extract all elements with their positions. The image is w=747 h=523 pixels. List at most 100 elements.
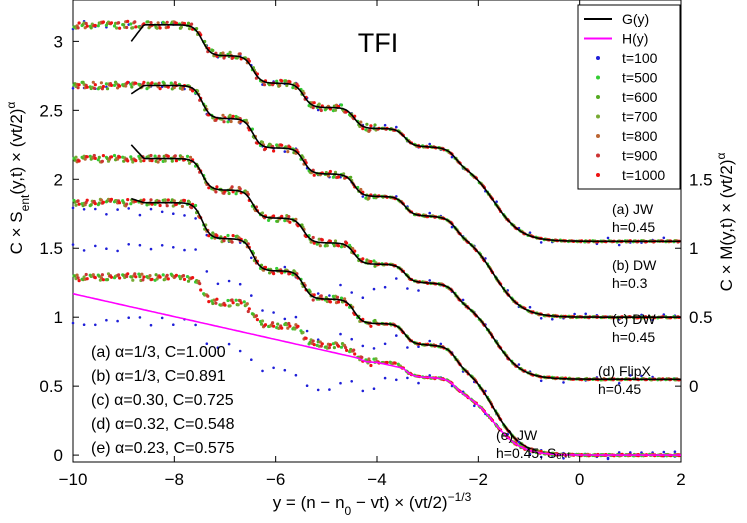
data-point bbox=[174, 21, 178, 25]
data-point bbox=[320, 238, 324, 242]
data-point bbox=[539, 379, 543, 383]
data-point bbox=[109, 21, 114, 25]
data-point bbox=[318, 244, 322, 248]
data-point bbox=[304, 336, 308, 340]
legend-label: t=600 bbox=[622, 89, 658, 105]
data-point bbox=[157, 154, 161, 158]
data-point bbox=[328, 239, 332, 243]
data-point bbox=[92, 153, 96, 158]
data-point bbox=[99, 276, 103, 280]
data-point bbox=[406, 287, 409, 290]
data-point bbox=[361, 389, 365, 393]
x-tick-label: 0 bbox=[575, 470, 584, 489]
y-tick-label-right: 0.5 bbox=[689, 308, 713, 327]
data-point bbox=[350, 291, 354, 294]
y-axis-label-right: C × M(y,t) × (vt/2)α bbox=[714, 153, 736, 292]
parameter-line: (d) α=0.32, C=0.548 bbox=[91, 416, 235, 433]
y-tick-label-right: 1.5 bbox=[689, 170, 713, 189]
data-point bbox=[369, 363, 373, 368]
legend-dot-swatch bbox=[596, 114, 600, 119]
data-point bbox=[383, 123, 387, 127]
data-point bbox=[216, 346, 220, 350]
data-point bbox=[573, 312, 576, 316]
data-point bbox=[97, 201, 101, 205]
data-point bbox=[316, 292, 320, 295]
data-point bbox=[345, 348, 349, 352]
data-point bbox=[260, 140, 265, 144]
data-point bbox=[141, 278, 145, 282]
data-point bbox=[319, 294, 323, 298]
data-point bbox=[312, 293, 316, 297]
data-point bbox=[76, 26, 80, 30]
legend-box bbox=[577, 4, 681, 190]
data-point bbox=[271, 321, 275, 325]
data-point bbox=[461, 298, 465, 302]
data-point bbox=[673, 450, 677, 454]
legend-dot-swatch bbox=[596, 95, 600, 99]
data-point bbox=[662, 450, 666, 454]
data-point bbox=[234, 192, 238, 196]
data-point bbox=[336, 244, 341, 248]
data-point bbox=[473, 404, 476, 408]
data-point bbox=[562, 381, 565, 384]
data-point bbox=[74, 155, 78, 159]
data-point bbox=[221, 113, 225, 117]
data-point bbox=[138, 316, 142, 319]
data-point bbox=[287, 215, 291, 219]
data-point bbox=[242, 300, 246, 304]
data-point bbox=[194, 217, 197, 220]
data-point bbox=[126, 198, 130, 202]
data-point bbox=[311, 298, 315, 302]
data-point bbox=[174, 159, 178, 163]
data-point bbox=[100, 273, 104, 277]
data-point bbox=[109, 197, 114, 201]
data-point bbox=[332, 346, 336, 350]
curve-G bbox=[130, 144, 681, 381]
data-point bbox=[207, 300, 211, 304]
data-point bbox=[222, 239, 226, 243]
data-point bbox=[129, 155, 133, 159]
y-tick-label-left: 0.5 bbox=[39, 377, 63, 396]
data-point bbox=[228, 50, 232, 55]
data-point bbox=[125, 202, 129, 206]
data-point bbox=[383, 376, 387, 380]
data-point bbox=[311, 339, 315, 343]
data-point bbox=[383, 342, 387, 346]
x-tick-label: 2 bbox=[676, 470, 685, 489]
data-point bbox=[517, 363, 521, 366]
data-point bbox=[406, 376, 409, 380]
data-point bbox=[395, 334, 398, 337]
data-point bbox=[101, 200, 105, 204]
legend-label: t=1000 bbox=[622, 167, 665, 183]
data-point bbox=[133, 272, 137, 276]
data-point bbox=[163, 159, 167, 163]
data-point bbox=[230, 298, 234, 302]
data-point bbox=[83, 157, 87, 161]
data-point bbox=[365, 122, 369, 126]
data-point bbox=[234, 298, 238, 302]
data-point bbox=[629, 374, 632, 377]
data-point bbox=[116, 319, 119, 323]
data-point bbox=[367, 196, 371, 200]
data-point bbox=[417, 345, 420, 349]
data-point bbox=[320, 342, 324, 346]
data-point bbox=[238, 187, 242, 191]
series-note-param: h=0.45, Sₑₙₜ bbox=[496, 445, 571, 461]
series-note-param: h=0.45 bbox=[598, 381, 641, 397]
x-axis-label: y = (n − n0 − vt) × (vt/2)−1/3 bbox=[273, 490, 472, 518]
data-point bbox=[149, 323, 153, 327]
data-point bbox=[250, 358, 253, 362]
data-point bbox=[311, 106, 315, 110]
data-point bbox=[187, 161, 192, 165]
data-layer bbox=[71, 19, 681, 461]
data-point bbox=[393, 361, 397, 365]
data-point bbox=[244, 239, 248, 243]
legend-dot-swatch bbox=[596, 153, 600, 158]
data-point bbox=[127, 207, 130, 210]
data-point bbox=[339, 103, 344, 107]
data-point bbox=[259, 322, 264, 326]
data-point bbox=[137, 272, 141, 276]
data-point bbox=[351, 247, 355, 251]
data-point bbox=[127, 316, 130, 320]
data-point bbox=[166, 154, 170, 158]
